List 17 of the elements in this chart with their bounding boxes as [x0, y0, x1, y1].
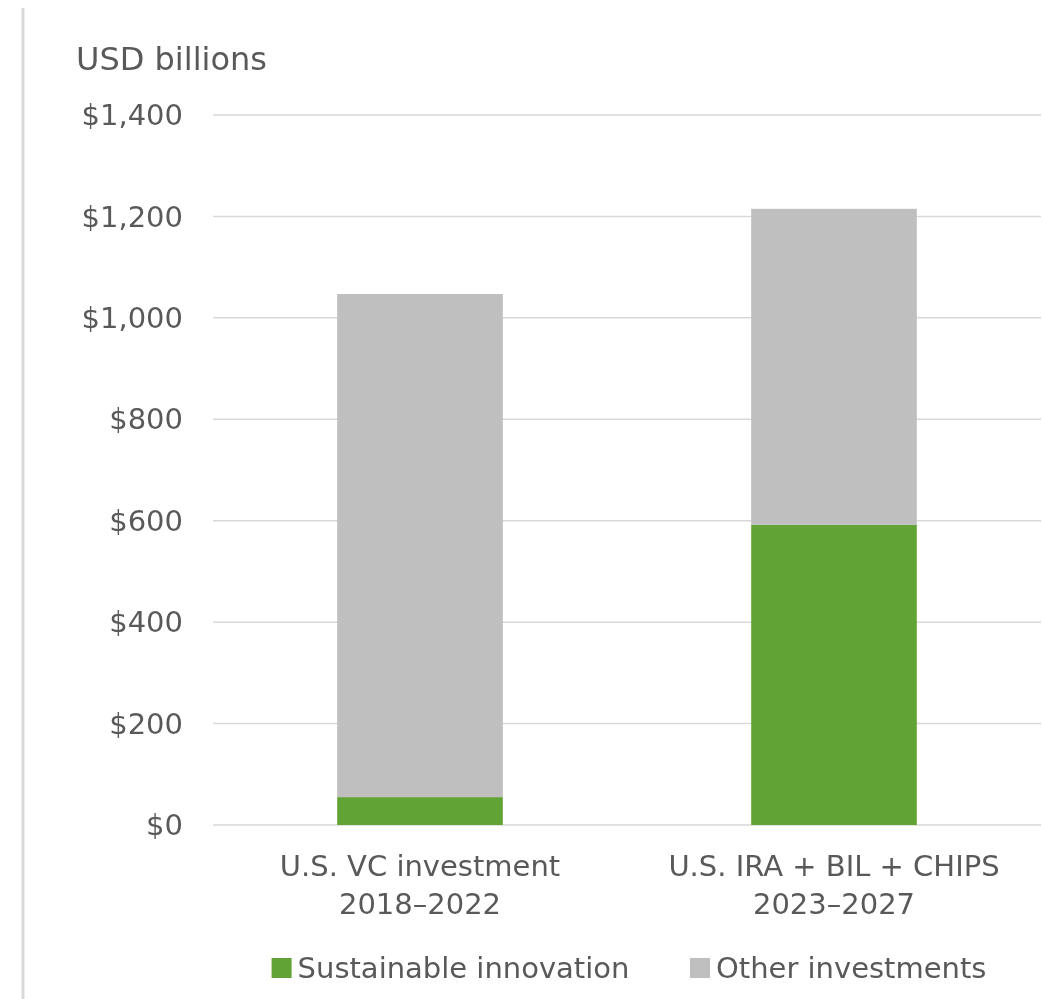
y-tick-label: $1,000	[81, 301, 183, 336]
bar	[751, 208, 917, 525]
y-tick-label: $1,400	[81, 98, 183, 133]
bar	[337, 294, 503, 798]
bar	[337, 797, 503, 825]
y-tick-label: $1,200	[81, 199, 183, 234]
y-tick-label: $600	[109, 503, 183, 538]
y-axis-title: USD billions	[76, 40, 267, 78]
legend-label: Sustainable innovation	[297, 951, 630, 986]
y-tick-label: $400	[109, 605, 183, 640]
x-tick-label: U.S. VC investment 2018–2022	[279, 849, 561, 921]
y-tick-label: $800	[109, 402, 183, 437]
bar	[751, 524, 917, 825]
x-tick-label: U.S. IRA + BIL + CHIPS 2023–2027	[668, 849, 1000, 921]
y-tick-label: $200	[109, 706, 183, 741]
legend-label: Other investments	[716, 951, 987, 986]
y-tick-label: $0	[146, 808, 183, 843]
